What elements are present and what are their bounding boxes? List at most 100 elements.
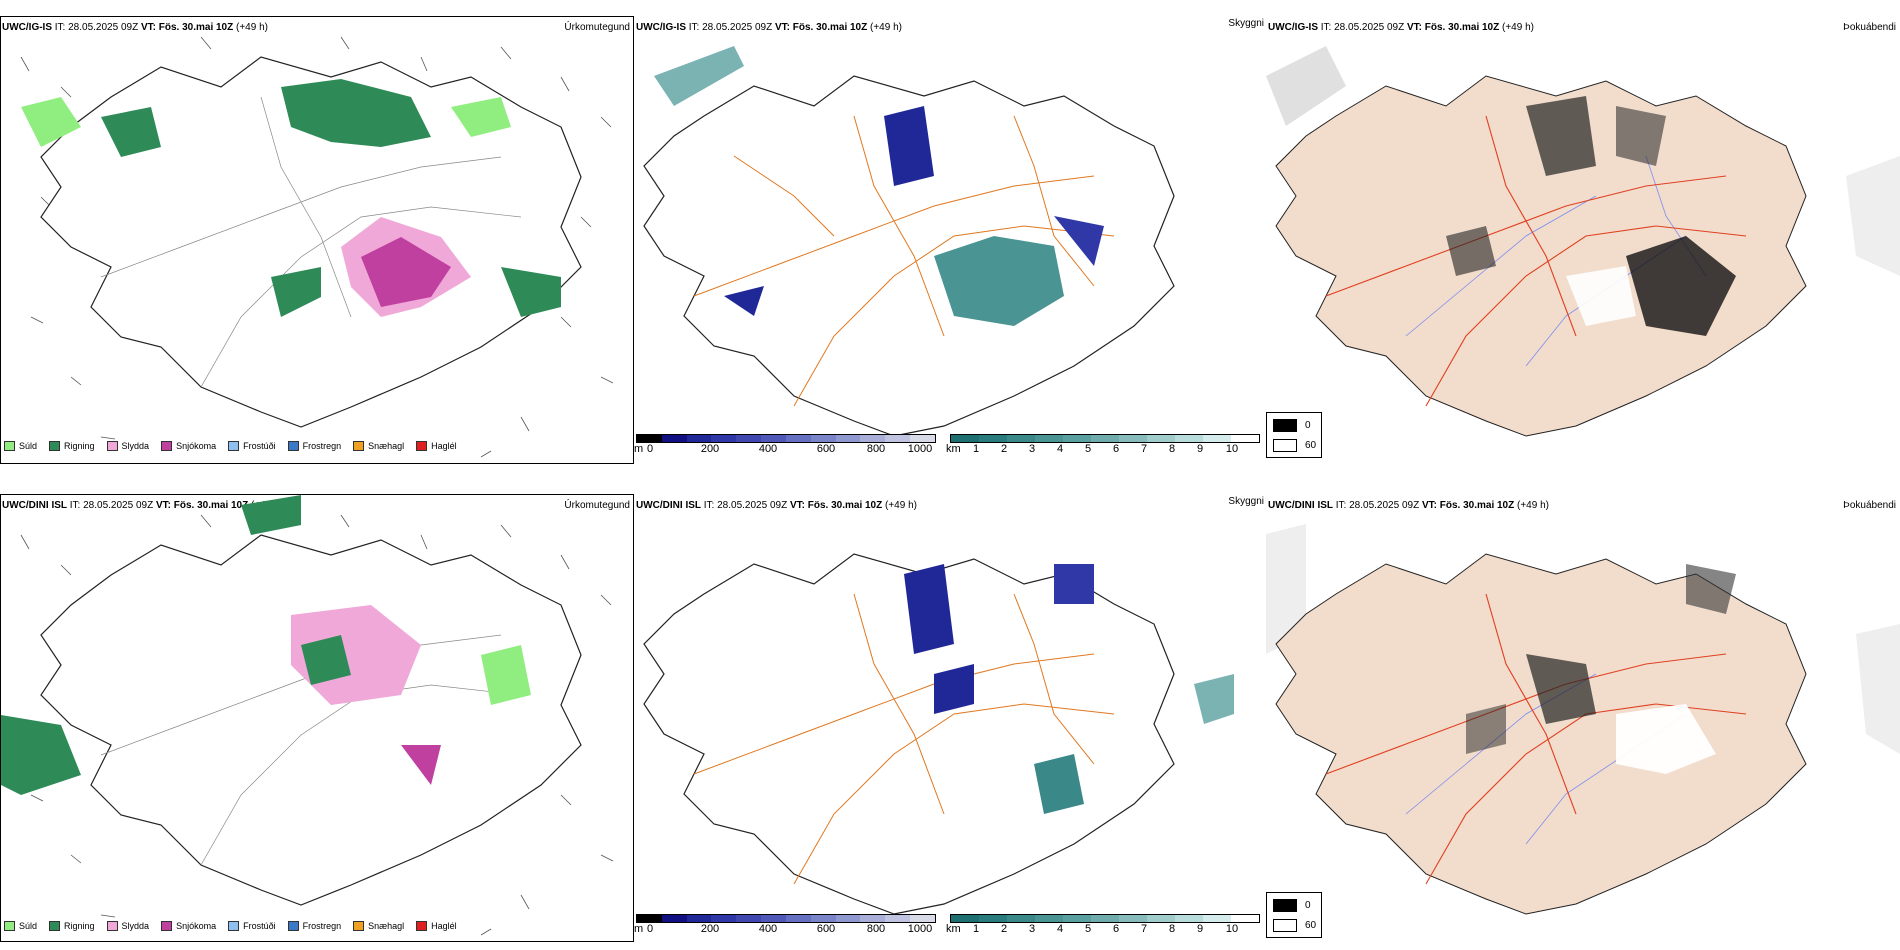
vt-label: VT: xyxy=(140,22,156,33)
colorbar-segment xyxy=(711,915,737,922)
colorbar-ticks: km 1 2 3 4 5 6 7 8 9 10 xyxy=(946,923,1260,935)
colorbar-segment xyxy=(885,435,911,442)
fog-key-high: 0 xyxy=(1273,899,1311,912)
vt-value: Fös. 30.mai 10Z xyxy=(158,22,234,33)
visibility-colorbar: km 1 2 3 4 5 6 7 8 9 10 xyxy=(946,434,1260,455)
model-name: UWC/IG-IS xyxy=(636,22,686,33)
vt-value: Fös. 30.mai 10Z xyxy=(792,22,868,33)
it-label: IT: xyxy=(688,22,700,33)
colorbar-ticks: m 0 200 400 600 800 1000 xyxy=(634,923,936,935)
vt-value: Fös. 30.mai 10Z xyxy=(1439,500,1515,511)
it-label: IT: xyxy=(54,22,66,33)
legend-swatch xyxy=(353,441,365,451)
fog-key-low-label: 60 xyxy=(1305,440,1317,451)
tick-label: 3 xyxy=(1028,443,1036,455)
coastline xyxy=(1275,75,1807,437)
tick-label: 1000 xyxy=(907,443,933,455)
lead-time: (+49 h) xyxy=(885,500,917,511)
legend-swatch xyxy=(287,441,299,451)
cloudbase-colorbar: m 0 200 400 600 800 1000 xyxy=(634,434,936,455)
tick-label: 2 xyxy=(1000,923,1008,935)
panel-title: Þokuábendi xyxy=(1843,500,1896,511)
tick-label: 10 xyxy=(1225,443,1239,455)
lead-time: (+49 h) xyxy=(236,22,268,33)
iceland-map xyxy=(643,46,1175,437)
fog-key: 0 60 xyxy=(1266,892,1322,938)
colorbar-segment xyxy=(835,915,861,922)
legend-item: Snæhagl xyxy=(353,441,404,451)
colorbar-segment xyxy=(1035,435,1063,442)
legend-swatch xyxy=(161,441,173,451)
colorbar-segment xyxy=(979,915,1007,922)
colorbar-unit: m xyxy=(634,443,644,455)
ceiling-panel-row1: UWC/IG-IS IT: 28.05.2025 09Z VT: Fös. 30… xyxy=(634,14,1264,464)
legend-item: Frostúði xyxy=(228,921,276,931)
tick-label: 4 xyxy=(1056,923,1064,935)
tick-label: 2 xyxy=(1000,443,1008,455)
fog-key-swatch-black xyxy=(1273,899,1297,912)
colorbar-bar xyxy=(950,914,1260,923)
colorbar-bar xyxy=(636,434,936,443)
colorbar-segment xyxy=(785,435,811,442)
colorbar-segment xyxy=(885,915,911,922)
it-label: IT: xyxy=(703,500,715,511)
coastline xyxy=(40,534,582,906)
it-label: IT: xyxy=(1335,500,1347,511)
legend-item: Snæhagl xyxy=(353,921,404,931)
model-name: UWC/IG-IS xyxy=(1268,22,1318,33)
panel-header: UWC/IG-IS IT: 28.05.2025 09Z VT: Fös. 30… xyxy=(636,22,902,33)
it-label: IT: xyxy=(1320,22,1332,33)
it-value: 28.05.2025 09Z xyxy=(83,500,154,511)
colorbar-segment xyxy=(686,915,712,922)
colorbar-segment xyxy=(661,915,687,922)
colorbar-segment xyxy=(1007,435,1035,442)
coastline xyxy=(643,75,1175,437)
model-name: UWC/DINI ISL xyxy=(2,500,67,511)
tick-label: 600 xyxy=(816,923,836,935)
colorbar-segment xyxy=(1231,915,1259,922)
fog-key-swatch-black xyxy=(1273,419,1297,432)
precip-panel-row1: UWC/IG-IS IT: 28.05.2025 09Z VT: Fös. 30… xyxy=(0,14,634,464)
lead-time: (+49 h) xyxy=(1502,22,1534,33)
colorbar-bar xyxy=(636,914,936,923)
tick-label: 10 xyxy=(1225,923,1239,935)
lead-time: (+49 h) xyxy=(1517,500,1549,511)
tick-label: 9 xyxy=(1196,443,1204,455)
legend-item: Snjókoma xyxy=(161,441,216,451)
vt-label: VT: xyxy=(774,22,790,33)
colorbar-segment xyxy=(810,915,836,922)
colorbar-segment xyxy=(736,915,762,922)
it-value: 28.05.2025 09Z xyxy=(717,500,788,511)
colorbar-segment xyxy=(979,435,1007,442)
legend-swatch xyxy=(228,441,240,451)
colorbar-ticks: km 1 2 3 4 5 6 7 8 9 10 xyxy=(946,443,1260,455)
panel-title: Skyggni xyxy=(1228,496,1264,507)
legend-item: Frostregn xyxy=(287,921,341,931)
ceiling-panel-row2: UWC/DINI ISL IT: 28.05.2025 09Z VT: Fös.… xyxy=(634,492,1264,944)
legend-item: Slydda xyxy=(106,921,149,931)
legend-item: Súld xyxy=(4,921,37,931)
legend-item: Haglél xyxy=(416,921,457,931)
legend-swatch xyxy=(106,441,118,451)
legend-swatch xyxy=(228,921,240,931)
colorbar-segment xyxy=(860,435,886,442)
panel-title: Þokuábendi xyxy=(1843,22,1896,33)
tick-label: 0 xyxy=(646,923,654,935)
colorbar-segment xyxy=(1063,435,1091,442)
model-name: UWC/IG-IS xyxy=(2,22,52,33)
colorbar-segment xyxy=(661,435,687,442)
fog-blobs xyxy=(1466,564,1736,774)
fog-panel-row1: UWC/IG-IS IT: 28.05.2025 09Z VT: Fös. 30… xyxy=(1266,14,1900,464)
wind-barbs xyxy=(20,36,614,458)
tick-label: 8 xyxy=(1168,923,1176,935)
legend-item: Rigning xyxy=(49,441,95,451)
precip-blobs xyxy=(1,495,531,795)
legend-item: Rigning xyxy=(49,921,95,931)
it-label: IT: xyxy=(69,500,81,511)
tick-label: 9 xyxy=(1196,923,1204,935)
fog-blobs xyxy=(1446,96,1736,336)
colorbar-unit: m xyxy=(634,923,644,935)
colorbar-unit: km xyxy=(946,443,961,455)
vt-label: VT: xyxy=(789,500,805,511)
legend-item: Frostúði xyxy=(228,441,276,451)
